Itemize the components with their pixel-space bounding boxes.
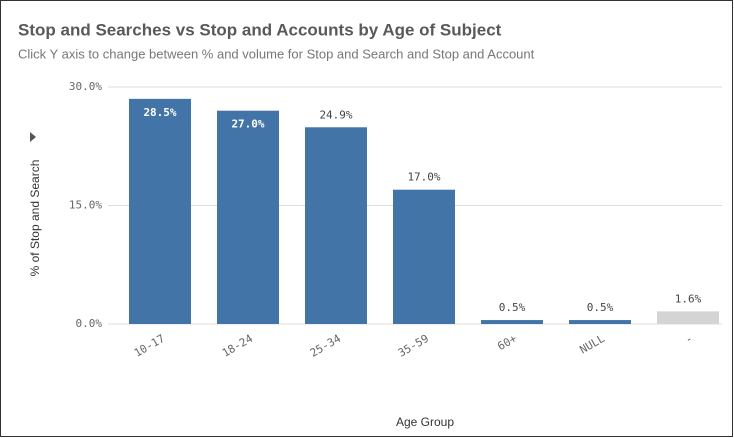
bar [305, 127, 367, 324]
y-axis-label[interactable]: % of Stop and Search [28, 160, 42, 277]
x-axis-label: Age Group [396, 415, 454, 429]
value-label: 0.5% [499, 301, 526, 314]
value-label: 17.0% [407, 171, 440, 184]
value-label: 1.6% [675, 292, 702, 305]
chart-subtitle: Click Y axis to change between % and vol… [18, 46, 535, 61]
value-label: 28.5% [143, 106, 176, 119]
bar [393, 189, 455, 324]
value-label: 27.0% [231, 118, 264, 131]
y-tick-label: 30.0% [69, 80, 102, 93]
bar [657, 311, 719, 324]
bar [481, 320, 543, 324]
chart-title: Stop and Searches vs Stop and Accounts b… [18, 20, 502, 39]
bar [129, 98, 191, 324]
bar [569, 320, 631, 324]
axis-toggle-icon[interactable] [30, 132, 36, 142]
y-tick-label: 0.0% [76, 317, 103, 330]
value-label: 24.9% [319, 108, 352, 121]
y-tick-label: 15.0% [69, 199, 102, 212]
bar [217, 110, 279, 324]
value-label: 0.5% [587, 301, 614, 314]
